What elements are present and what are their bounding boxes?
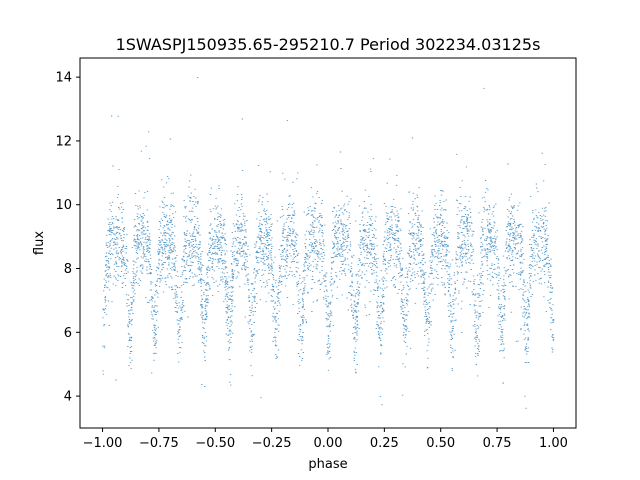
x-tick-label: 0.00 xyxy=(314,436,343,451)
y-tick-label: 12 xyxy=(55,134,72,149)
x-tick-label: −0.75 xyxy=(139,436,179,451)
y-tick-label: 6 xyxy=(64,326,72,341)
plot-frame xyxy=(79,57,577,429)
y-tick-label: 8 xyxy=(64,262,72,277)
y-tick-label: 4 xyxy=(64,390,72,405)
x-tick-label: −0.25 xyxy=(252,436,292,451)
data-points xyxy=(102,77,555,409)
y-axis-ticks: 4 6 8 10 12 14 xyxy=(55,71,80,405)
x-tick-label: 0.25 xyxy=(370,436,399,451)
x-axis-ticks: −1.00 −0.75 −0.50 −0.25 0.00 0.25 0.50 0.75 1.00 xyxy=(83,428,568,451)
x-tick-label: 0.50 xyxy=(426,436,455,451)
x-tick-label: 0.75 xyxy=(483,436,512,451)
y-axis-label: flux xyxy=(32,231,47,255)
x-tick-label: −1.00 xyxy=(83,436,123,451)
x-tick-label: −0.50 xyxy=(195,436,235,451)
x-axis-label: phase xyxy=(308,457,347,472)
x-tick-label: 1.00 xyxy=(539,436,568,451)
y-tick-label: 14 xyxy=(55,71,72,86)
scatter-points xyxy=(102,77,555,409)
chart-title: 1SWASPJ150935.65-295210.7 Period 302234.… xyxy=(116,35,541,54)
y-tick-label: 10 xyxy=(55,198,72,213)
